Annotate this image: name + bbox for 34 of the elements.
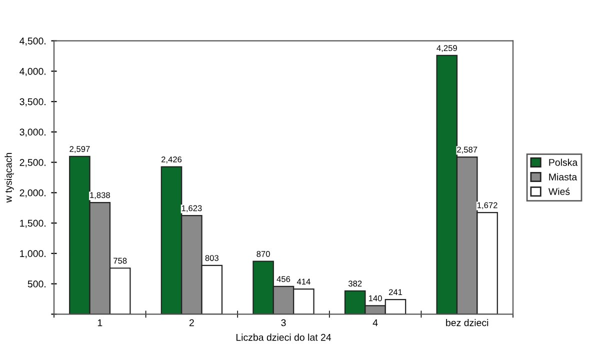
data-label: 241 — [388, 289, 402, 296]
y-tick-label: 4,000. — [20, 68, 46, 76]
y-tick-label: 2,000. — [20, 189, 46, 198]
x-tick-label: 4 — [372, 319, 378, 326]
data-label: 1,838 — [90, 192, 110, 200]
y-tick-label: 4,500. — [20, 38, 46, 46]
y-axis-title: w tysiącach — [4, 153, 14, 203]
data-label: 414 — [296, 278, 310, 285]
y-tick-label: 3,000. — [20, 128, 46, 137]
y-tick-label: 1,000. — [20, 250, 46, 258]
data-label: 2,597 — [70, 146, 90, 153]
data-label: 382 — [348, 280, 362, 287]
x-tick-label: 3 — [281, 319, 286, 326]
y-tick-label: 2,500. — [20, 159, 46, 168]
x-tick-label: bez dzieci — [446, 319, 488, 326]
data-label: 803 — [205, 255, 218, 261]
data-label: 140 — [368, 295, 382, 302]
legend-label: Miasta — [549, 173, 578, 180]
y-tick-label: 3,500. — [20, 98, 46, 106]
y-tick-label: 500. — [28, 280, 46, 288]
legend-label: Polska — [549, 158, 578, 166]
x-tick-label: 2 — [189, 319, 194, 326]
data-label: 456 — [276, 276, 290, 282]
y-tick-label: 1,500. — [20, 220, 46, 228]
data-label: 870 — [256, 251, 270, 257]
data-label: 758 — [114, 258, 127, 264]
data-label: 1,672 — [478, 202, 498, 210]
legend-label: Wieś — [548, 188, 570, 195]
x-tick-label: 1 — [98, 319, 102, 326]
x-axis-title: Liczba dzieci do lat 24 — [236, 334, 332, 341]
data-label: 2,426 — [161, 156, 182, 164]
data-label: 2,587 — [457, 146, 478, 154]
data-label: 1,623 — [182, 205, 202, 212]
data-label: 4,259 — [436, 45, 457, 52]
